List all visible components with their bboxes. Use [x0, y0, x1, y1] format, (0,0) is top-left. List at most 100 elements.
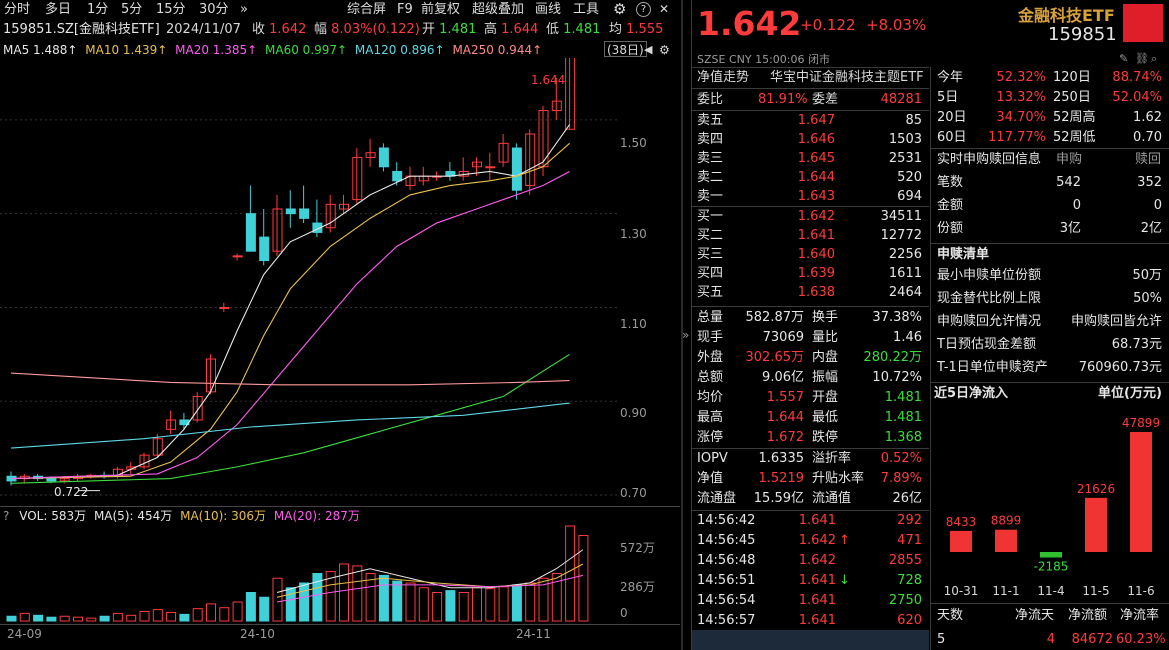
vol-ma5-line: [276, 549, 584, 593]
flow-table-value: 4: [1046, 632, 1055, 647]
volume-bar: [206, 603, 216, 622]
ma5-line: [10, 124, 571, 480]
volume-bar: [192, 608, 203, 622]
perf-value: 88.74%: [1112, 70, 1162, 85]
volume-bar: [99, 615, 110, 622]
ask-price: 1.644: [797, 170, 835, 185]
volume-bar: [392, 580, 403, 622]
candlestick-chart[interactable]: [0, 58, 680, 506]
panel-divider: [681, 0, 683, 650]
expand-icon[interactable]: »: [682, 328, 690, 342]
iopv-label: 流通值: [812, 491, 852, 506]
inflow-date: 10-31: [944, 584, 979, 598]
min-price-annotation: 0.722: [54, 485, 89, 499]
redeem-value: 0: [1153, 198, 1162, 213]
stat-label: 换手: [812, 310, 839, 325]
iopv-label: 流通盘: [697, 491, 737, 506]
stat-value: 9.06亿: [762, 370, 804, 385]
bid-volume: 12772: [880, 228, 922, 243]
tick-volume: 471: [897, 533, 922, 548]
inflow-value: 8899: [991, 514, 1022, 528]
candle-body: [485, 166, 496, 169]
ma120-line: [10, 402, 570, 449]
candle-body: [325, 203, 336, 229]
iopv-label: IOPV: [697, 451, 728, 466]
link-icon[interactable]: ⛓: [1135, 52, 1149, 65]
settings-icon[interactable]: ⚙: [613, 0, 627, 18]
volume-bar: [312, 573, 323, 622]
collapse-icon[interactable]: ◀: [644, 43, 653, 56]
btn-chaoji[interactable]: 超级叠加: [472, 2, 525, 17]
period-selector[interactable]: (38日): [604, 41, 647, 57]
ask-volume: 85: [905, 113, 922, 128]
bid-price: 1.638: [797, 285, 835, 300]
perf-label: 60日: [937, 130, 967, 145]
panel-divider: [930, 67, 931, 650]
settings-small-icon[interactable]: ⚙: [659, 43, 670, 57]
ma250-label: MA250 0.944↑: [452, 43, 543, 57]
more-periods-icon[interactable]: »: [240, 2, 248, 17]
weicha-value: 48281: [880, 92, 922, 107]
vol-help-icon[interactable]: ?: [3, 509, 10, 523]
tick-time: 14:56:51: [697, 573, 756, 588]
perf-label: 52周低: [1053, 130, 1096, 145]
volume-bar: [19, 612, 30, 622]
tab-15min[interactable]: 15分: [156, 2, 186, 17]
sub-list-label: T日预估现金差额: [937, 337, 1036, 352]
flow-table-header: 净流额: [1068, 608, 1108, 623]
bid-price: 1.641: [797, 228, 835, 243]
tab-fenshi[interactable]: 分时: [4, 2, 31, 17]
volume-bar: [498, 586, 509, 622]
sub-list-value: 68.73元: [1111, 337, 1162, 352]
inflow-value: 21626: [1077, 482, 1115, 496]
volume-bar: [285, 587, 296, 622]
volume-bar: [325, 571, 336, 622]
divider: [692, 306, 929, 307]
volume-bar: [59, 615, 70, 622]
candle-body: [565, 58, 576, 130]
bid-volume: 34511: [880, 209, 922, 224]
inflow-bar: [1130, 432, 1152, 552]
search-icon[interactable]: ⌕: [1151, 52, 1158, 65]
header-open: 开 1.481: [422, 22, 477, 37]
flow-table-value: 5: [937, 632, 946, 647]
bid-price: 1.639: [797, 266, 835, 281]
volume-chart[interactable]: [0, 524, 620, 624]
perf-value: 34.70%: [996, 110, 1046, 125]
tab-30min[interactable]: 30分: [199, 2, 229, 17]
inflow-bar: [950, 530, 972, 552]
panel-divider: [691, 0, 692, 650]
volume-bar: [405, 582, 416, 622]
divider: [692, 448, 929, 449]
divider: [692, 110, 929, 111]
volume-bar: [445, 590, 456, 622]
btn-gongju[interactable]: 工具: [573, 2, 600, 17]
nav-link[interactable]: 净值走势: [697, 70, 750, 85]
btn-f9[interactable]: F9: [397, 2, 413, 17]
edit-icon[interactable]: ✎: [1119, 52, 1129, 65]
flow-table-value: 84672: [1071, 632, 1113, 647]
volume-bar: [73, 616, 83, 622]
flow-table-value: 60.23%: [1116, 632, 1166, 647]
tab-5min[interactable]: 5分: [121, 2, 143, 17]
subscribe-title: 实时申购赎回信息: [937, 152, 1042, 167]
flow-unit: 单位(万元): [1098, 386, 1162, 401]
volume-bar: [46, 616, 57, 622]
subscribe-value: 3亿: [1059, 221, 1081, 236]
fund-code: 159851: [1048, 24, 1117, 45]
volume-bar: [179, 613, 190, 622]
close-icon[interactable]: ✕: [659, 2, 670, 16]
tick-time: 14:56:42: [697, 513, 756, 528]
tick-volume: 620: [897, 613, 922, 628]
weibi-value: 81.91%: [758, 92, 808, 107]
candle-body: [339, 203, 349, 210]
btn-huaxian[interactable]: 画线: [535, 2, 562, 17]
tab-1min[interactable]: 1分: [87, 2, 109, 17]
perf-value: 13.32%: [996, 90, 1046, 105]
help-icon[interactable]: ?: [636, 2, 651, 17]
btn-qianfuquan[interactable]: 前复权: [421, 2, 461, 17]
ask-level-label: 卖三: [697, 151, 724, 166]
btn-zonghe[interactable]: 综合屏: [347, 2, 387, 17]
tab-duori[interactable]: 多日: [45, 2, 72, 17]
iopv-value: 1.5219: [758, 471, 805, 486]
